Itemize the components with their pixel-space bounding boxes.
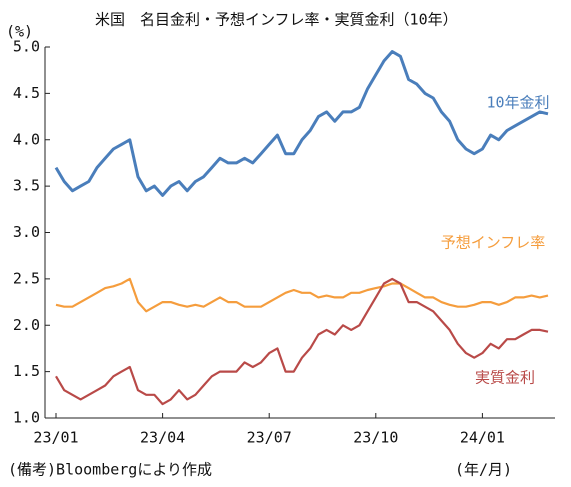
y-tick-label: 3.0	[13, 223, 40, 241]
source-note: (備考)Bloombergにより作成	[8, 461, 212, 479]
x-tick-label: 23/04	[140, 429, 185, 447]
y-tick-label: 2.5	[13, 269, 40, 287]
y-tick-label: 4.5	[13, 84, 40, 102]
x-tick-label: 23/07	[247, 429, 292, 447]
series-label: 実質金利	[475, 369, 535, 387]
series-line	[55, 277, 549, 313]
series-line	[55, 277, 549, 406]
x-axis-unit: (年/月)	[455, 461, 512, 479]
y-tick-label: 4.0	[13, 130, 40, 148]
x-tick-label: 24/01	[460, 429, 505, 447]
y-tick-label: 3.5	[13, 177, 40, 195]
y-tick-label: 1.5	[13, 362, 40, 380]
y-tick-label: 2.0	[13, 316, 40, 334]
x-tick-label: 23/01	[33, 429, 78, 447]
series-label: 10年金利	[486, 94, 549, 112]
chart-title: 米国 名目金利・予想インフレ率・実質金利（10年）	[95, 11, 458, 29]
y-axis-unit: (%)	[6, 23, 33, 41]
x-tick-label: 23/10	[353, 429, 398, 447]
series-label: 予想インフレ率	[441, 234, 546, 252]
y-tick-label: 1.0	[13, 409, 40, 427]
series-line	[54, 50, 549, 197]
y-tick-label: 5.0	[13, 38, 40, 56]
